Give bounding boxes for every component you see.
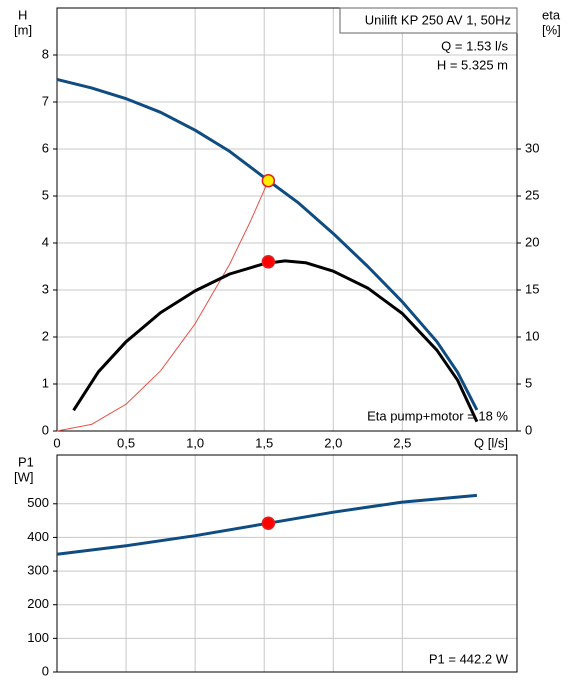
x-tick-label: 1,0 (186, 435, 204, 450)
x-tick-label: 0,5 (117, 435, 135, 450)
annotation: H = 5.325 m (437, 57, 508, 72)
y2-tick-label: 30 (525, 140, 539, 155)
y-axis-label: P1 (18, 454, 34, 469)
y2-axis-label: eta (542, 7, 561, 22)
y-tick-label: 0 (42, 663, 49, 678)
annotation: Eta pump+motor = 18 % (367, 408, 508, 423)
y-axis-label: H (18, 7, 27, 22)
plot-frame (56, 7, 518, 432)
y-axis-unit: [m] (14, 22, 32, 37)
title-box (339, 7, 518, 34)
plot-frame (56, 454, 518, 673)
y-tick-label: 400 (27, 529, 49, 544)
x-tick-label: 2,5 (393, 435, 411, 450)
y-axis-unit: [W] (14, 469, 34, 484)
operating-point (261, 516, 276, 530)
y2-tick-label: 10 (525, 328, 539, 343)
y-tick-label: 6 (42, 140, 49, 155)
y-tick-label: 4 (42, 234, 49, 249)
curve (72, 259, 479, 423)
operating-point (261, 255, 276, 269)
y-tick-label: 500 (27, 495, 49, 510)
y-tick-label: 5 (42, 187, 49, 202)
y-tick-label: 8 (42, 46, 49, 61)
y2-axis-unit: [%] (542, 22, 561, 37)
chart-title: Unilift KP 250 AV 1, 50Hz (365, 12, 511, 27)
y-tick-label: 2 (42, 328, 49, 343)
y2-tick-label: 20 (525, 234, 539, 249)
annotation: P1 = 442.2 W (429, 651, 509, 666)
x-tick-label: 0 (53, 435, 60, 450)
y2-tick-label: 15 (525, 281, 539, 296)
y2-tick-label: 0 (525, 422, 532, 437)
y2-tick-label: 25 (525, 187, 539, 202)
annotation: Q = 1.53 l/s (441, 38, 508, 53)
curve (56, 77, 479, 411)
y-tick-label: 7 (42, 93, 49, 108)
y-tick-label: 0 (42, 422, 49, 437)
x-tick-label: 2,0 (324, 435, 342, 450)
x-axis-label: Q [l/s] (474, 435, 508, 450)
x-tick-label: 1,5 (255, 435, 273, 450)
y-tick-label: 1 (42, 375, 49, 390)
operating-point (261, 173, 276, 188)
y2-tick-label: 5 (525, 375, 532, 390)
y-tick-label: 300 (27, 563, 49, 578)
y-tick-label: 200 (27, 596, 49, 611)
curve (56, 180, 269, 432)
y-tick-label: 100 (27, 630, 49, 645)
y-tick-label: 3 (42, 281, 49, 296)
